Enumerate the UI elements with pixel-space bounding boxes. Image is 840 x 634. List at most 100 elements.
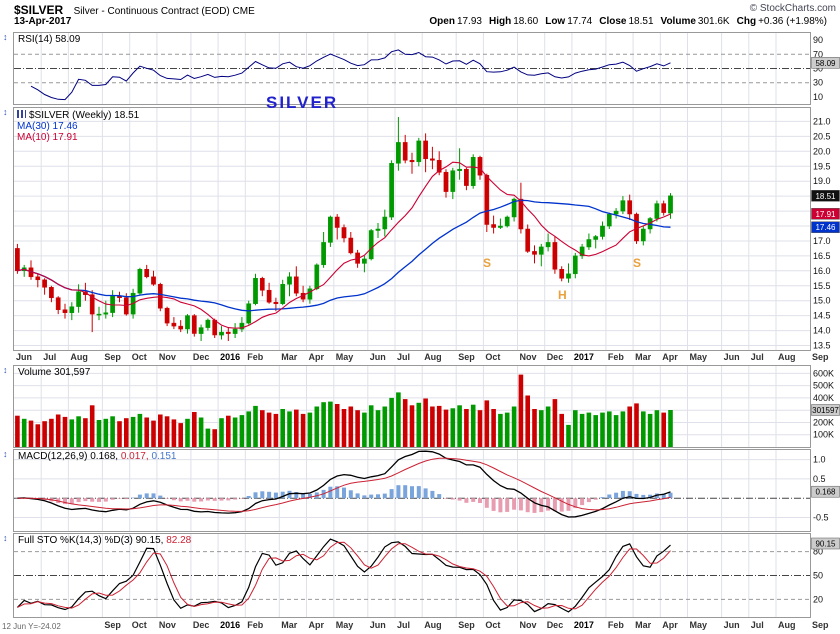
month-label: Jul	[43, 352, 57, 362]
svg-text:19.5: 19.5	[813, 161, 831, 171]
month-label: Mar	[281, 352, 298, 362]
panel-collapse-icon[interactable]: ↕	[3, 365, 8, 375]
quote-value: 301.6K	[697, 16, 730, 27]
month-label: Apr	[308, 620, 325, 630]
month-label: Jun	[723, 620, 740, 630]
month-label: Apr	[662, 620, 678, 630]
year-label: 2016	[220, 352, 241, 362]
sto-legend: Full STO %K(14,3) %D(3)	[18, 535, 133, 546]
svg-text:17.91: 17.91	[815, 210, 836, 219]
macd-value: 0.168,	[90, 451, 119, 462]
month-label: May	[689, 352, 708, 362]
head-shoulders-marker: S	[483, 256, 492, 270]
month-label: Sep	[104, 620, 121, 630]
month-label: Feb	[607, 620, 624, 630]
year-label: 2016	[220, 620, 241, 630]
volume-plot: 600K500K400K300K200K100K301597	[13, 365, 840, 448]
quote-value: +0.36 (+1.98%)	[758, 16, 827, 27]
price-panel: 21.0 20.5 20.0 19.5 19.0 17.0 16.5 16.0 15.5 15.0…	[0, 93, 840, 351]
panel-collapse-icon[interactable]: ↕	[3, 533, 8, 543]
svg-text:16.0: 16.0	[813, 266, 831, 276]
month-label: Sep	[458, 352, 475, 362]
ma30-legend: MA(30) 17.46	[17, 121, 78, 132]
quote-value: 18.51	[628, 16, 654, 27]
panel-collapse-icon[interactable]: ↕	[3, 449, 8, 459]
rsi-plot: 907050301058.09	[13, 32, 840, 105]
svg-text:58.09: 58.09	[815, 59, 836, 68]
month-label: Jul	[750, 620, 764, 630]
head-shoulders-marker: H	[558, 288, 567, 302]
svg-text:17.0: 17.0	[813, 236, 831, 246]
month-label: Jul	[397, 620, 411, 630]
sto-plot: 80 50 20 90.15	[13, 533, 840, 618]
svg-text:0.168: 0.168	[815, 488, 836, 497]
price-legend: $SILVER (Weekly) 18.51	[29, 110, 140, 121]
stochastics-panel: 80 50 20 90.15 ↕ Full STO %K(14,3) %D(3) 90…	[0, 533, 840, 618]
svg-text:0.5: 0.5	[813, 474, 826, 484]
svg-text:-0.5: -0.5	[813, 513, 829, 523]
month-label: Aug	[778, 620, 796, 630]
header-row-title: $SILVER Silver - Continuous Contract (EO…	[14, 1, 840, 17]
macd-plot: 1.0 0.5 -0.5 0.168	[13, 449, 840, 532]
svg-text:17.46: 17.46	[815, 223, 836, 232]
quote-label: Close	[599, 16, 627, 27]
rsi-legend: RSI(14) 58.09	[18, 34, 81, 45]
year-label: 2017	[573, 620, 594, 630]
month-label: Aug	[424, 620, 442, 630]
quote-label: Low	[545, 16, 566, 27]
svg-text:50: 50	[813, 571, 823, 581]
status-readout: 12 Jun Y=-24.02	[2, 622, 61, 631]
month-label: Jul	[397, 352, 411, 362]
month-label: Nov	[519, 620, 537, 630]
volume-legend: Volume 301,597	[18, 367, 91, 378]
svg-text:18.51: 18.51	[815, 192, 836, 201]
month-label: Aug	[424, 352, 442, 362]
header-row-quote: 13-Apr-2017 Open 17.93 High 18.60 Low 17.74 Cl…	[14, 16, 840, 30]
svg-text:90.15: 90.15	[815, 540, 836, 549]
svg-text:14.5: 14.5	[813, 311, 831, 321]
symbol: $SILVER	[14, 3, 64, 17]
quote-value: 17.93	[456, 16, 482, 27]
svg-text:10: 10	[813, 92, 823, 102]
month-label: Aug	[70, 352, 88, 362]
volume-panel: 600K500K400K300K200K100K301597 ↕ Volume …	[0, 365, 840, 448]
quote-label: High	[488, 16, 512, 27]
year-label: 2017	[573, 352, 594, 362]
month-label: Oct	[485, 352, 501, 362]
month-label: Mar	[281, 620, 298, 630]
svg-text:200K: 200K	[813, 418, 834, 428]
svg-text:90: 90	[813, 35, 823, 45]
month-label: Jul	[750, 352, 764, 362]
month-label: Mar	[635, 620, 652, 630]
svg-text:1.0: 1.0	[813, 455, 826, 465]
svg-text:13.5: 13.5	[813, 341, 831, 351]
panel-collapse-icon[interactable]: ↕	[3, 32, 8, 42]
svg-text:600K: 600K	[813, 368, 834, 378]
quote-strip: Open 17.93 High 18.60 Low 17.74 Close 18.51 Volu…	[429, 16, 834, 27]
month-label: May	[335, 620, 354, 630]
month-label: Mar	[635, 352, 652, 362]
month-label: Feb	[607, 352, 624, 362]
macd-signal-value: 0.151	[151, 451, 177, 462]
sto-k-value: 90.15,	[135, 535, 164, 546]
month-label: Feb	[247, 352, 264, 362]
chart-type-icon	[17, 110, 26, 118]
svg-text:20.0: 20.0	[813, 146, 831, 156]
svg-text:21.0: 21.0	[813, 116, 831, 126]
month-label: Nov	[519, 352, 537, 362]
panel-collapse-icon[interactable]: ↕	[3, 107, 8, 117]
chart-date: 13-Apr-2017	[14, 16, 72, 27]
svg-text:15.0: 15.0	[813, 296, 831, 306]
month-label: Dec	[192, 352, 210, 362]
month-label: Apr	[662, 352, 678, 362]
svg-text:15.5: 15.5	[813, 281, 831, 291]
quote-label: Volume	[660, 16, 696, 27]
svg-text:400K: 400K	[813, 393, 834, 403]
month-label: Oct	[131, 352, 147, 362]
head-shoulders-marker: S	[633, 256, 642, 270]
svg-text:16.5: 16.5	[813, 251, 831, 261]
sto-d-value: 82.28	[166, 535, 192, 546]
macd-hist-value: 0.017,	[120, 451, 149, 462]
month-label: Dec	[546, 620, 564, 630]
